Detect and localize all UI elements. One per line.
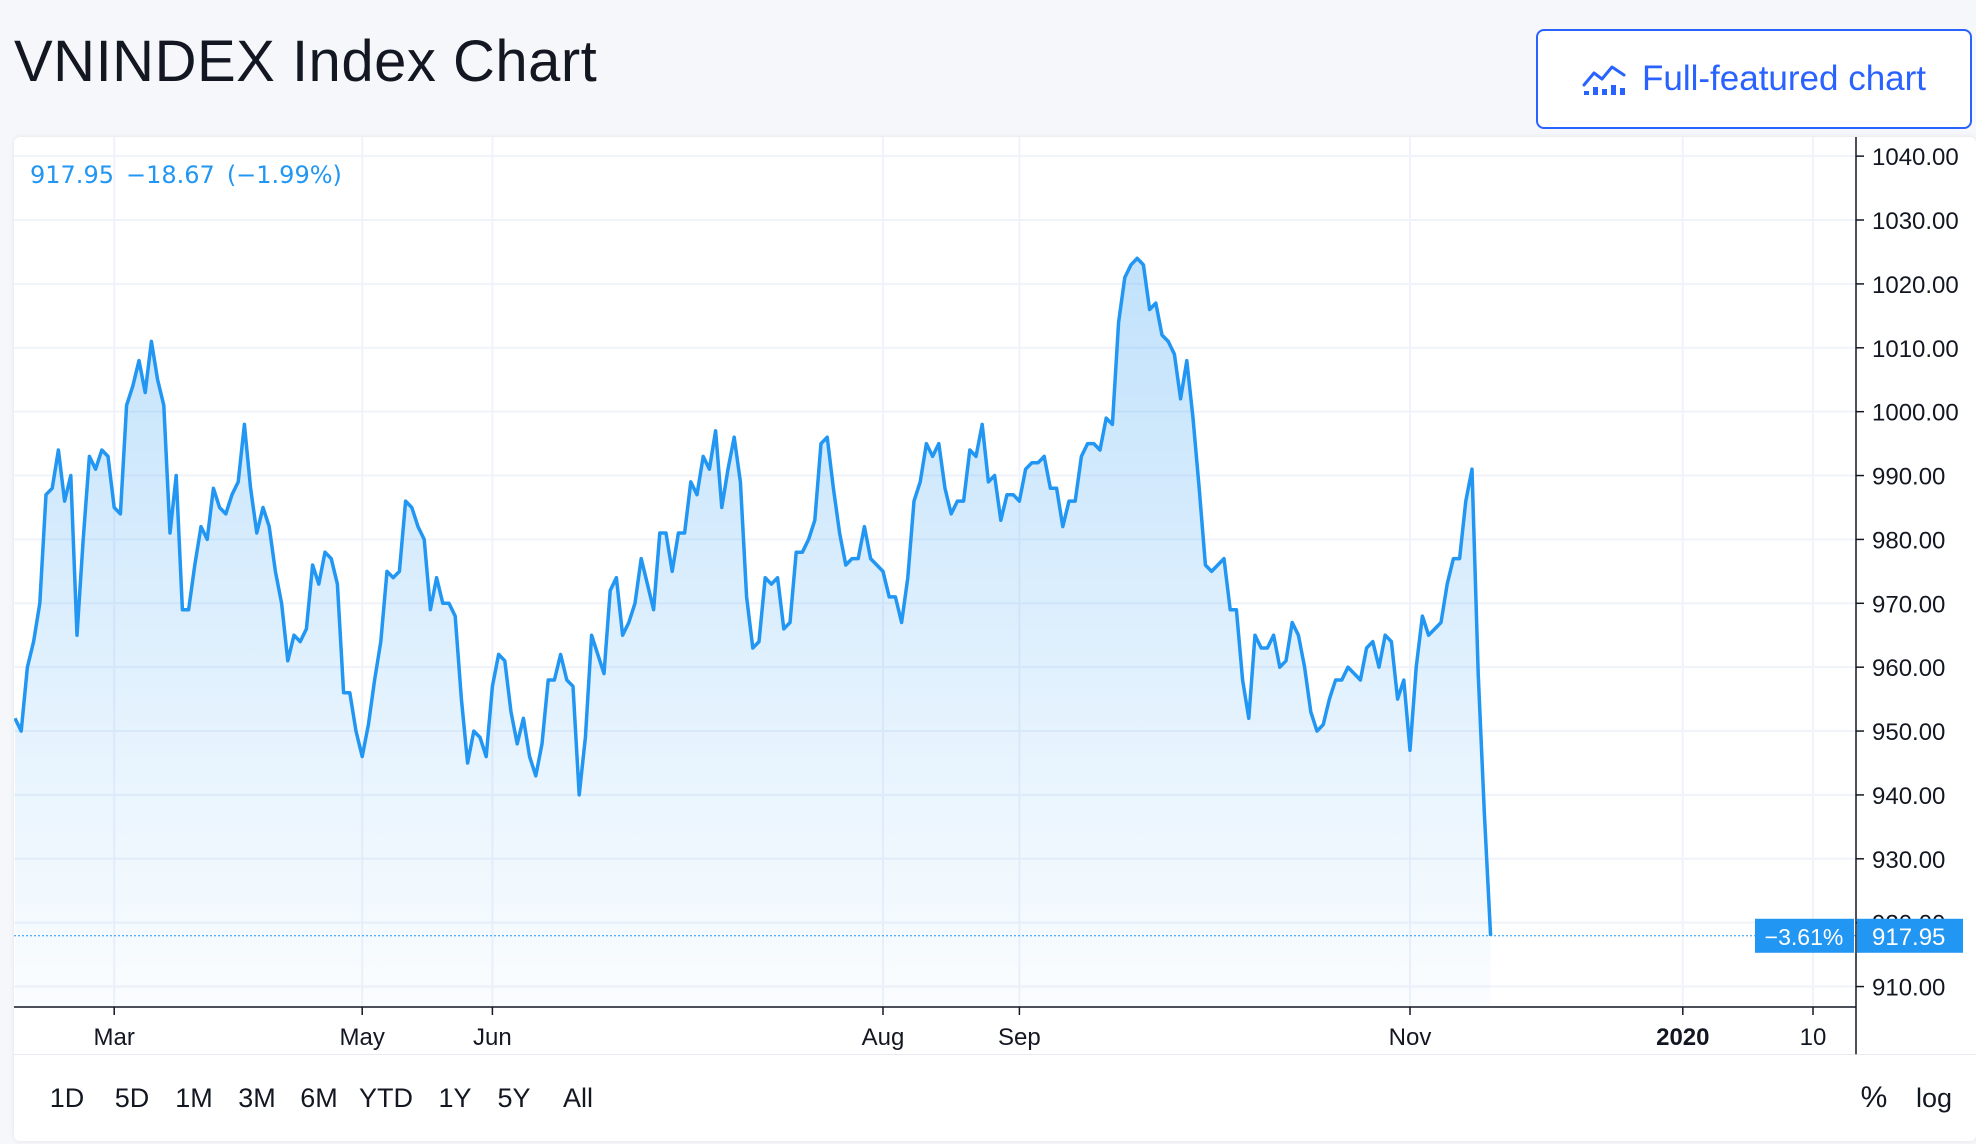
y-tick-label: 1000.00 [1872, 400, 1959, 427]
x-tick-label: Sep [998, 1024, 1041, 1051]
x-tick-label: Aug [862, 1024, 905, 1051]
last-price-tags: −3.61% 917.95 [1755, 918, 1963, 953]
change-tag-label: −3.61% [1765, 924, 1844, 950]
y-tick-label: 1030.00 [1872, 208, 1959, 235]
y-tick-label: 910.00 [1872, 975, 1945, 1002]
range-1d-button[interactable]: 1D [42, 1055, 92, 1141]
y-tick-label: 950.00 [1872, 719, 1945, 746]
price-tag-label: 917.95 [1872, 924, 1945, 951]
legend-change: −18.67 [125, 161, 215, 189]
price-legend: 917.95 −18.67 (−1.99%) [30, 161, 342, 189]
range-5d-button[interactable]: 5D [102, 1055, 162, 1141]
x-tick-label: Jun [473, 1024, 512, 1051]
series-line [14, 256, 1493, 936]
chart-line-icon [1582, 65, 1626, 95]
range-1y-button[interactable]: 1Y [426, 1055, 484, 1141]
x-tick-label: Nov [1389, 1024, 1432, 1051]
page-title: VNINDEX Index Chart [14, 29, 598, 94]
x-tick-label: Mar [94, 1024, 135, 1051]
range-6m-button[interactable]: 6M [289, 1055, 349, 1141]
change-tag-bg [1755, 918, 1854, 953]
legend-price: 917.95 [30, 161, 114, 189]
x-tick-label: 10 [1800, 1024, 1827, 1051]
range-toolbar: 1D 5D 1M 3M 6M YTD 1Y 5Y All % log [14, 1055, 1976, 1141]
x-tick-label: May [340, 1024, 385, 1051]
chart-card: 1040.00 1030.00 1020.00 1010.00 1000.00 990.0… [14, 137, 1976, 1141]
range-5y-button[interactable]: 5Y [484, 1055, 544, 1141]
price-tag-bg [1857, 918, 1963, 953]
y-tick-label: 970.00 [1872, 591, 1945, 618]
y-tick-label: 980.00 [1872, 527, 1945, 554]
log-scale-button[interactable]: log [1904, 1055, 1964, 1141]
y-tick-label: 1020.00 [1872, 272, 1959, 299]
y-tick-label: 960.00 [1872, 655, 1945, 682]
y-tick-label: 930.00 [1872, 847, 1945, 874]
y-tick-label: 990.00 [1872, 464, 1945, 491]
y-tick-label: 940.00 [1872, 783, 1945, 810]
range-all-button[interactable]: All [546, 1055, 610, 1141]
x-tick-label: 2020 [1656, 1024, 1709, 1051]
full-featured-chart-button[interactable]: Full-featured chart [1536, 29, 1972, 129]
y-tick-label: 1010.00 [1872, 336, 1959, 363]
full-featured-chart-label: Full-featured chart [1641, 59, 1927, 98]
percent-scale-button[interactable]: % [1852, 1055, 1896, 1141]
range-1m-button[interactable]: 1M [164, 1055, 224, 1141]
range-ytd-button[interactable]: YTD [351, 1055, 421, 1141]
time-axis[interactable]: Mar May Jun Aug Sep Nov 2020 10 [14, 1006, 1976, 1055]
y-tick-label: 1040.00 [1872, 144, 1959, 171]
price-axis[interactable]: 1040.00 1030.00 1020.00 1010.00 1000.00 990.0… [1855, 137, 1959, 1055]
price-chart[interactable]: 1040.00 1030.00 1020.00 1010.00 1000.00 990.0… [14, 137, 1976, 1055]
series-area [15, 258, 1491, 1007]
legend-change-percent: (−1.99%) [226, 161, 342, 189]
range-3m-button[interactable]: 3M [227, 1055, 287, 1141]
